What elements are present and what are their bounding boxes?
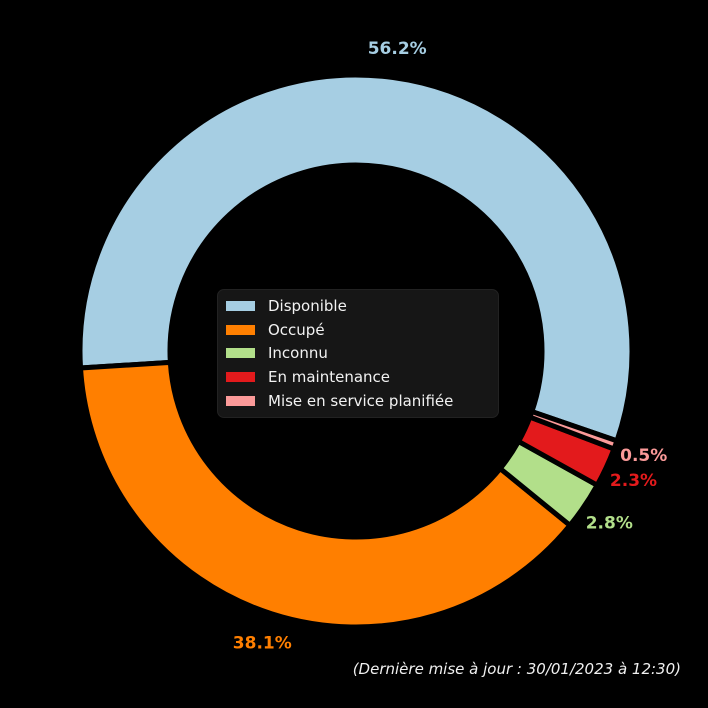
pct-label-occup-: 38.1% — [233, 633, 292, 653]
pct-label-en-maintenance: 2.3% — [610, 471, 657, 491]
legend-label: Inconnu — [268, 344, 328, 363]
legend-item-en-maintenance: En maintenance — [226, 365, 488, 389]
last-updated-note: (Dernière mise à jour : 30/01/2023 à 12:… — [352, 660, 681, 678]
legend-swatch — [226, 396, 255, 407]
legend-item-inconnu: Inconnu — [226, 342, 488, 366]
legend-swatch — [226, 372, 255, 383]
legend-label: Mise en service planifiée — [268, 392, 454, 411]
pct-label-disponible: 56.2% — [368, 39, 427, 59]
pct-label-mise-en-service-planifi-e: 0.5% — [620, 446, 667, 466]
legend-swatch — [226, 300, 255, 311]
legend-label: Disponible — [268, 296, 347, 315]
wedge-mise-en-service-planifi-e — [526, 408, 621, 453]
legend-swatch — [226, 348, 255, 359]
chart-legend: Disponible Occupé Inconnu En maintenance Mis… — [217, 289, 499, 418]
legend-item-mise-en-service-planifi-e: Mise en service planifiée — [226, 389, 488, 413]
wedge-disponible — [77, 72, 635, 445]
pct-label-inconnu: 2.8% — [586, 514, 633, 534]
legend-item-occup-: Occupé — [226, 318, 488, 342]
legend-item-disponible: Disponible — [226, 294, 488, 318]
legend-swatch — [226, 324, 255, 335]
legend-label: En maintenance — [268, 368, 391, 387]
wedge-occup- — [77, 359, 574, 630]
legend-label: Occupé — [268, 320, 325, 339]
